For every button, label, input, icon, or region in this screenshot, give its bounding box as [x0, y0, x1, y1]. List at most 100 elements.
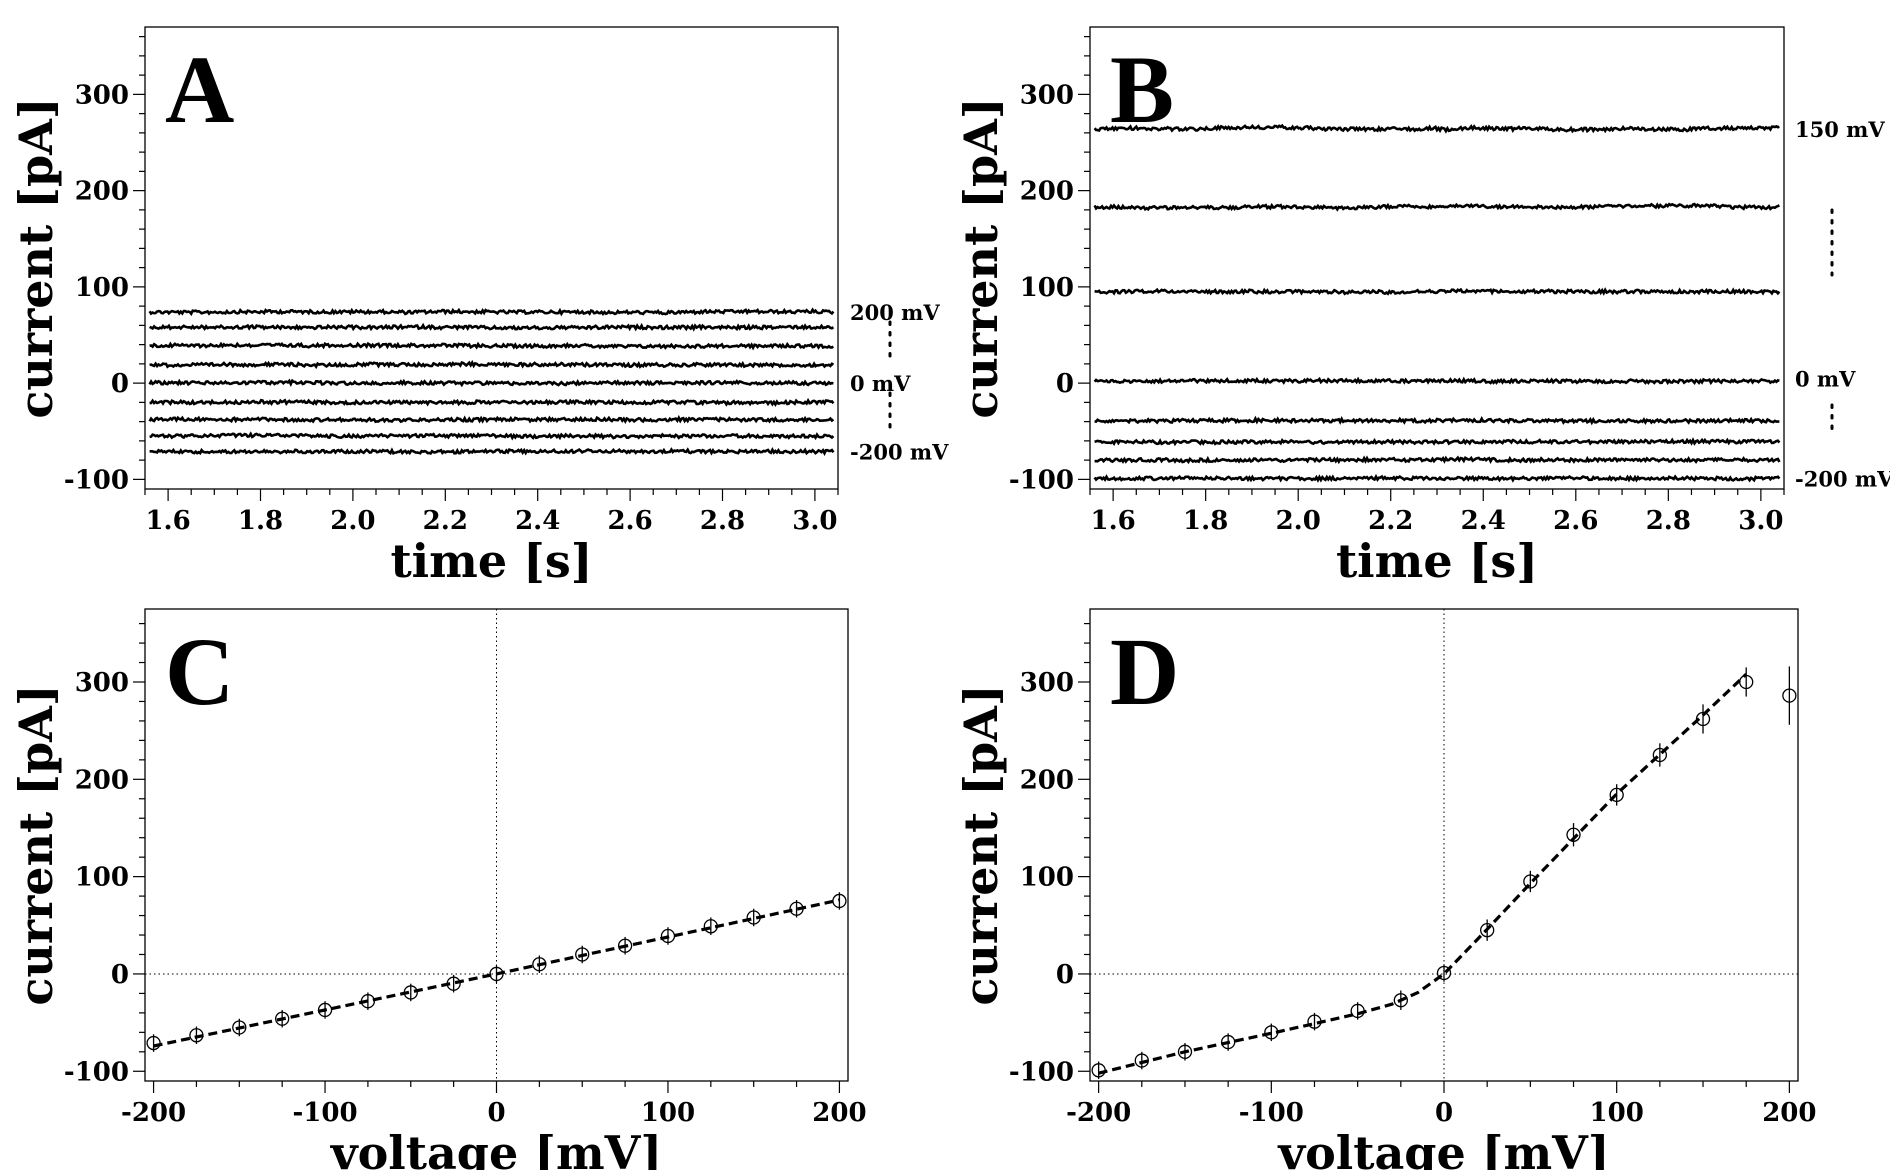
current-trace	[149, 397, 835, 407]
y-tick-label: 100	[1020, 273, 1074, 303]
x-tick-label: 2.4	[1461, 506, 1506, 536]
current-trace	[1093, 376, 1780, 386]
data-point	[403, 985, 418, 1000]
x-tick-label: 2.8	[1646, 506, 1691, 536]
x-tick-label: 2.6	[607, 506, 652, 536]
voltage-annotation: -200 mV	[1795, 466, 1890, 491]
x-tick-label: 200	[812, 1098, 866, 1128]
x-tick-label: 2.8	[700, 506, 745, 536]
x-tick-label: 1.8	[1183, 506, 1228, 536]
y-tick-label: 200	[75, 765, 129, 795]
current-trace	[148, 307, 835, 317]
data-point	[832, 893, 847, 909]
data-point	[1264, 1025, 1279, 1040]
x-tick-label: 2.0	[1276, 506, 1321, 536]
y-tick-label: -100	[1009, 1057, 1074, 1087]
current-trace	[1093, 123, 1780, 134]
x-tick-label: 100	[641, 1098, 695, 1128]
current-trace	[1094, 437, 1781, 447]
x-tick-label: 0	[487, 1098, 505, 1128]
y-tick-label: 200	[1020, 177, 1074, 207]
y-tick-label: 0	[1056, 960, 1074, 990]
data-point	[1695, 711, 1711, 727]
current-trace	[148, 378, 834, 388]
data-point	[575, 947, 590, 962]
data-point	[703, 919, 718, 934]
current-trace	[1094, 415, 1780, 426]
y-tick-label: 200	[75, 177, 129, 207]
data-point	[746, 910, 761, 925]
x-tick-label: 2.4	[515, 506, 560, 536]
data-point	[1480, 923, 1495, 938]
data-point	[1134, 1053, 1149, 1068]
x-tick-label: 3.0	[1738, 506, 1783, 536]
panel-label: D	[1110, 618, 1179, 725]
data-point	[1091, 1063, 1106, 1078]
current-trace	[149, 341, 834, 351]
panel-a: A -100 0 100 200 300 1.6 1.8 2.0 2.2 2.4 2.6 2.8 3.0 t…	[9, 26, 949, 588]
data-point	[275, 1011, 290, 1026]
voltage-annotation: 200 mV	[850, 300, 940, 325]
data-point	[489, 966, 504, 982]
current-trace	[1093, 202, 1781, 212]
panel-c: C -100 0 100 200 300 -200 -100 0 100 200 voltage [m…	[9, 608, 867, 1170]
x-tick-label: 2.2	[423, 506, 468, 536]
data-point	[1220, 1034, 1236, 1050]
panel-label: C	[165, 618, 234, 725]
data-point	[1436, 965, 1452, 981]
current-trace	[149, 322, 835, 332]
y-tick-label: 100	[75, 863, 129, 893]
data-point	[1307, 1014, 1322, 1029]
data-point	[789, 901, 804, 916]
y-axis-title: current [pA]	[9, 684, 63, 1005]
y-tick-label: 300	[1020, 80, 1074, 110]
y-tick-label: -100	[1009, 465, 1074, 495]
x-tick-label: 2.2	[1368, 506, 1413, 536]
current-trace	[1093, 473, 1781, 483]
data-point	[189, 1028, 204, 1043]
data-point	[1782, 688, 1797, 703]
panel-d: D -100 0 100 200 300 -200 -100 0 100 200 voltage [m…	[954, 608, 1817, 1170]
data-point	[1393, 993, 1408, 1008]
data-point	[232, 1020, 247, 1035]
y-axis-title: current [pA]	[954, 684, 1008, 1005]
y-tick-label: 100	[75, 273, 129, 303]
x-tick-label: 1.8	[238, 506, 283, 536]
data-point	[1350, 1003, 1365, 1019]
x-axis-title: time [s]	[1336, 534, 1538, 588]
data-point	[1739, 674, 1754, 690]
x-tick-label: 2.0	[330, 506, 375, 536]
voltage-annotation: 0 mV	[1795, 366, 1856, 391]
x-tick-label: 200	[1762, 1098, 1816, 1128]
voltage-annotation: 0 mV	[850, 371, 911, 396]
current-trace	[149, 431, 835, 441]
y-tick-label: 0	[111, 960, 129, 990]
y-tick-label: 0	[111, 369, 129, 399]
x-tick-label: 1.6	[145, 506, 190, 536]
current-trace	[148, 414, 835, 424]
panel-b: B -100 0 100 200 300 1.6 1.8 2.0 2.2 2.4 2.6 2.8 3.0 t…	[954, 26, 1890, 588]
y-tick-label: -100	[64, 465, 129, 495]
y-axis-title: current [pA]	[954, 97, 1008, 418]
y-tick-label: 300	[75, 80, 129, 110]
x-tick-label: 1.6	[1091, 506, 1136, 536]
current-trace	[1094, 287, 1781, 296]
data-point	[317, 1002, 333, 1018]
y-tick-label: 300	[1020, 668, 1074, 698]
panel-label: A	[165, 36, 234, 143]
x-tick-label: -100	[292, 1098, 357, 1128]
x-tick-label: 3.0	[792, 506, 837, 536]
data-point	[446, 976, 461, 991]
data-point	[1523, 874, 1538, 889]
data-point	[146, 1035, 161, 1051]
data-point	[360, 994, 376, 1009]
y-tick-label: 0	[1056, 369, 1074, 399]
panel-label: B	[1110, 36, 1174, 143]
x-tick-label: -200	[121, 1098, 186, 1128]
voltage-annotation: 150 mV	[1795, 117, 1885, 142]
data-point	[660, 928, 676, 944]
x-tick-label: 100	[1590, 1098, 1644, 1128]
x-axis-title: time [s]	[390, 534, 592, 588]
current-trace	[149, 446, 835, 457]
